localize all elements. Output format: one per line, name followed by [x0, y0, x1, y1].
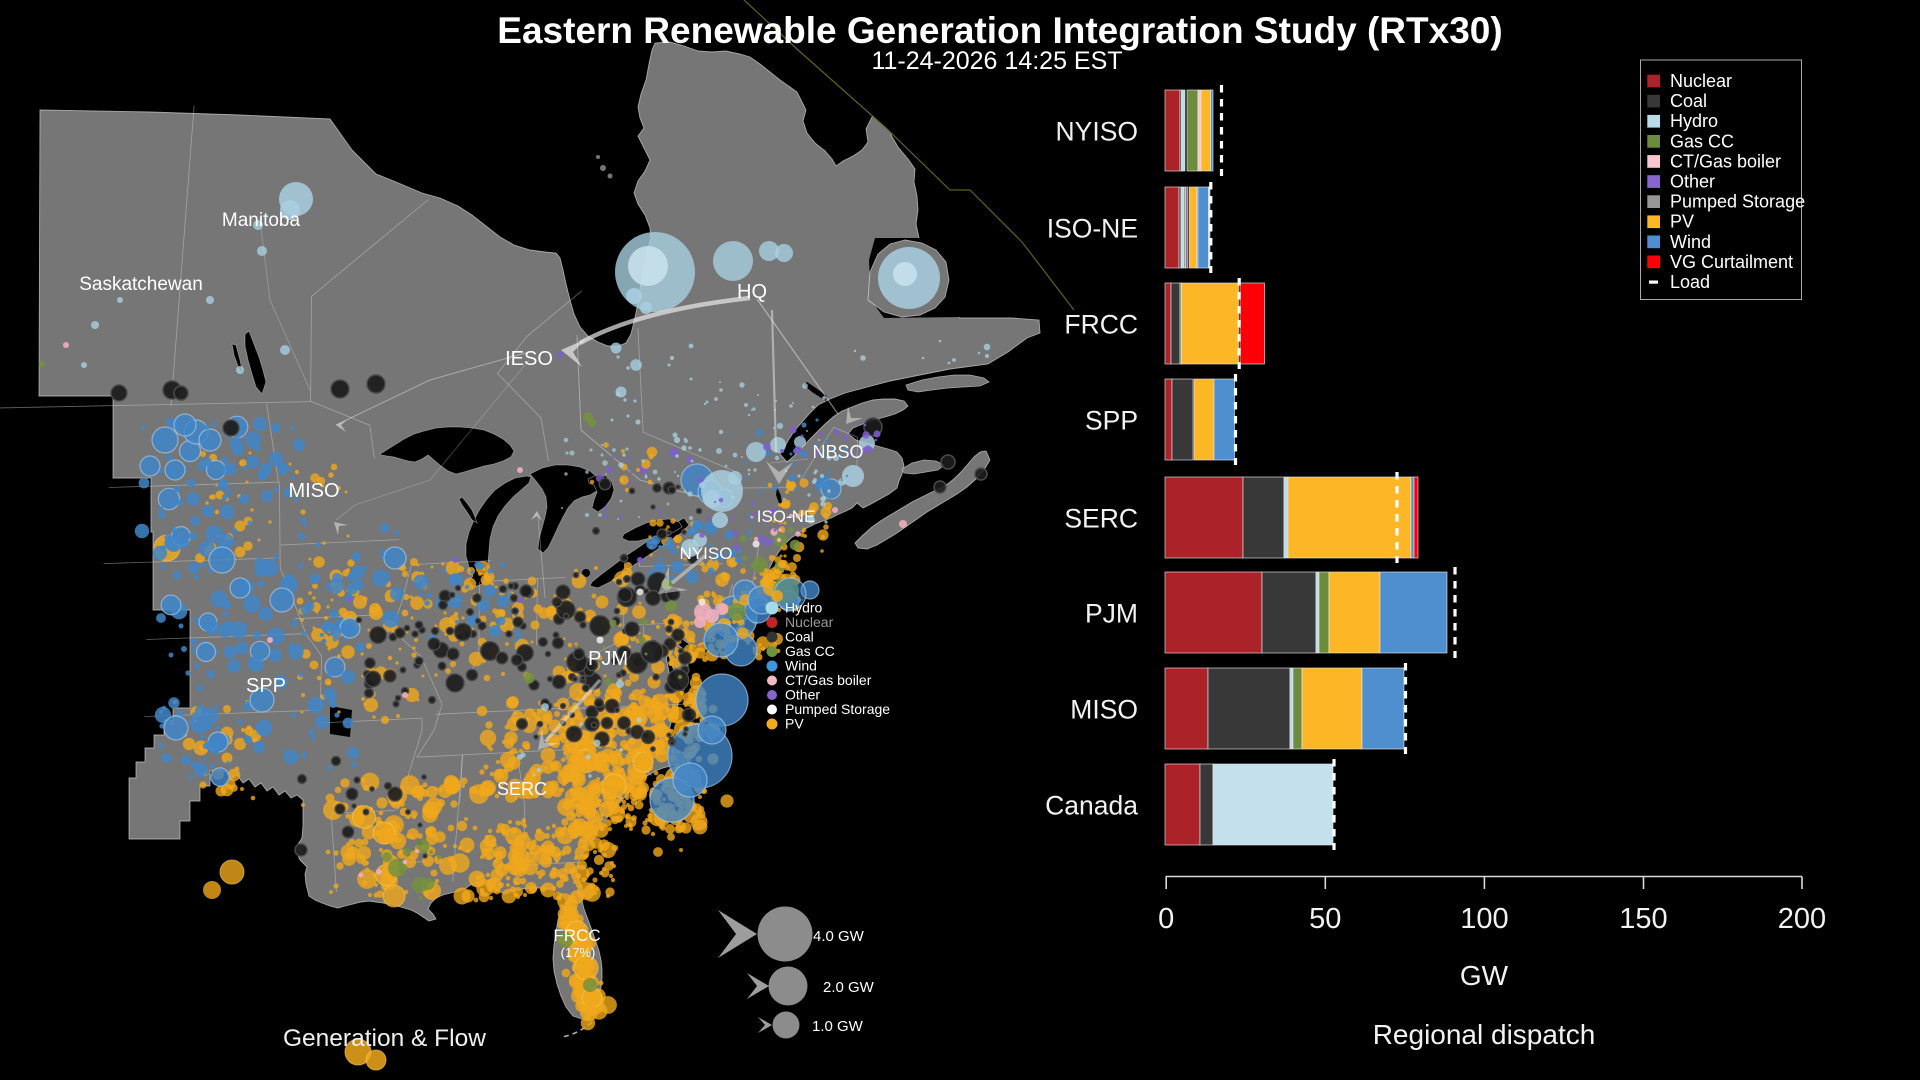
svg-text:Load: Load — [1670, 272, 1710, 292]
svg-text:Generation & Flow: Generation & Flow — [283, 1025, 486, 1052]
svg-text:Canada: Canada — [1045, 791, 1138, 821]
svg-text:2.0 GW: 2.0 GW — [823, 979, 875, 996]
svg-text:Eastern Renewable Generation I: Eastern Renewable Generation Integration… — [497, 10, 1502, 51]
svg-text:(17%): (17%) — [561, 945, 596, 960]
svg-text:PV: PV — [1670, 212, 1694, 232]
svg-text:GW: GW — [1460, 960, 1509, 991]
svg-text:Saskatchewan: Saskatchewan — [79, 274, 203, 295]
svg-text:Wind: Wind — [1670, 232, 1711, 252]
svg-text:Pumped Storage: Pumped Storage — [785, 701, 890, 717]
svg-text:SERC: SERC — [497, 779, 547, 799]
svg-text:Other: Other — [785, 687, 820, 703]
svg-text:ISO-NE: ISO-NE — [1047, 214, 1138, 244]
svg-text:0: 0 — [1158, 903, 1174, 935]
svg-text:MISO: MISO — [1070, 695, 1138, 725]
svg-text:Wind: Wind — [785, 658, 817, 674]
svg-text:SERC: SERC — [1064, 504, 1138, 534]
svg-text:NYISO: NYISO — [680, 544, 733, 563]
svg-text:4.0 GW: 4.0 GW — [813, 928, 865, 945]
svg-text:Gas CC: Gas CC — [785, 643, 835, 659]
svg-text:50: 50 — [1309, 903, 1341, 935]
svg-text:NBSO: NBSO — [812, 442, 863, 462]
svg-text:VG Curtailment: VG Curtailment — [1670, 252, 1793, 272]
svg-text:IESO: IESO — [505, 348, 553, 370]
svg-text:FRCC: FRCC — [553, 926, 600, 945]
svg-text:Regional dispatch: Regional dispatch — [1373, 1019, 1596, 1050]
svg-text:Pumped Storage: Pumped Storage — [1670, 192, 1805, 212]
svg-text:FRCC: FRCC — [1064, 310, 1138, 340]
svg-text:SPP: SPP — [1085, 406, 1138, 436]
svg-text:PJM: PJM — [588, 648, 628, 670]
svg-text:100: 100 — [1460, 903, 1508, 935]
svg-text:1.0 GW: 1.0 GW — [812, 1018, 864, 1035]
svg-text:HQ: HQ — [737, 281, 767, 303]
svg-text:Hydro: Hydro — [1670, 111, 1718, 131]
svg-text:Gas CC: Gas CC — [1670, 131, 1734, 151]
svg-text:SPP: SPP — [246, 675, 286, 697]
svg-text:Coal: Coal — [1670, 91, 1707, 111]
svg-text:200: 200 — [1778, 903, 1826, 935]
svg-text:CT/Gas boiler: CT/Gas boiler — [1670, 151, 1781, 171]
svg-text:Nuclear: Nuclear — [1670, 71, 1732, 91]
svg-text:Manitoba: Manitoba — [222, 210, 301, 231]
svg-text:150: 150 — [1619, 903, 1667, 935]
svg-text:ISO-NE: ISO-NE — [757, 507, 816, 526]
svg-text:11-24-2026 14:25 EST: 11-24-2026 14:25 EST — [871, 47, 1122, 75]
svg-text:Coal: Coal — [785, 629, 814, 645]
svg-text:Nuclear: Nuclear — [785, 614, 834, 630]
svg-text:PV: PV — [785, 716, 804, 732]
svg-text:CT/Gas boiler: CT/Gas boiler — [785, 672, 872, 688]
svg-text:Other: Other — [1670, 172, 1715, 192]
svg-text:Hydro: Hydro — [785, 600, 823, 616]
svg-text:PJM: PJM — [1085, 599, 1138, 629]
svg-text:NYISO: NYISO — [1056, 117, 1138, 147]
svg-text:MISO: MISO — [288, 480, 339, 502]
